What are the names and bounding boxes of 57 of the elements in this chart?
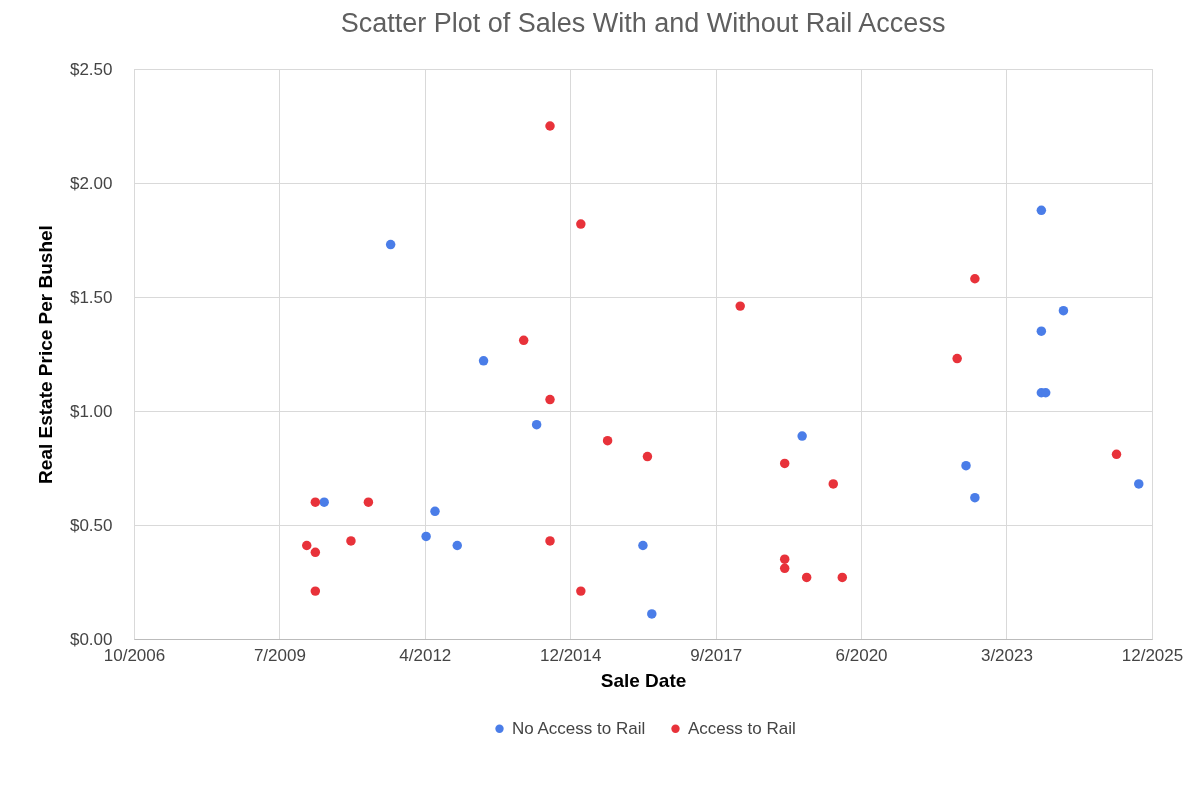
point [545,536,555,546]
point [1036,205,1047,216]
y-tick-label: $2.00 [69,173,113,193]
point [430,506,440,517]
y-tick-label: $2.50 [69,59,113,79]
point [363,497,374,507]
x-tick-label: 12/2014 [540,645,602,665]
point [478,356,489,366]
legend-label: Access to Rail [688,718,796,738]
x-tick-label: 7/2009 [253,645,306,665]
x-tick-label: 6/2020 [835,645,888,665]
point [310,547,321,558]
point [452,540,462,551]
y-tick-label: $1.00 [69,401,113,421]
point [602,435,613,446]
y-axis-title: Real Estate Price Per Bushel [34,225,56,484]
point [970,492,980,503]
x-axis-title: Sale Date [600,669,687,691]
x-tick-label: 9/2017 [690,645,743,665]
y-tick-label: $1.50 [69,287,113,307]
point [837,572,848,583]
point [385,239,396,250]
point [1134,479,1144,489]
point [518,335,529,346]
point [779,563,790,574]
x-tick-label: 12/2025 [1121,645,1184,665]
point [1036,326,1047,336]
y-tick-label: $0.50 [69,515,113,535]
point [828,479,839,489]
point [970,274,980,284]
point [797,431,807,441]
legend-label: No Access to Rail [512,718,646,738]
point [421,531,431,542]
point [545,121,555,131]
point [1111,449,1122,460]
point [647,609,657,619]
point [642,451,653,462]
point [952,353,962,364]
point [302,540,312,551]
chart-title: Scatter Plot of Sales With and Without Rail Access [340,8,946,38]
point [638,540,648,551]
point [801,572,812,583]
point [310,497,321,507]
point [779,458,790,469]
point [319,497,329,507]
point [779,554,790,564]
point [545,394,555,405]
point [1058,305,1069,316]
point [310,586,321,596]
point [346,536,356,546]
x-tick-label: 4/2012 [399,645,452,665]
point [576,219,586,229]
x-tick-label: 3/2023 [980,645,1033,665]
point [531,419,542,430]
point [576,586,586,596]
point [961,460,971,471]
point [735,301,745,311]
